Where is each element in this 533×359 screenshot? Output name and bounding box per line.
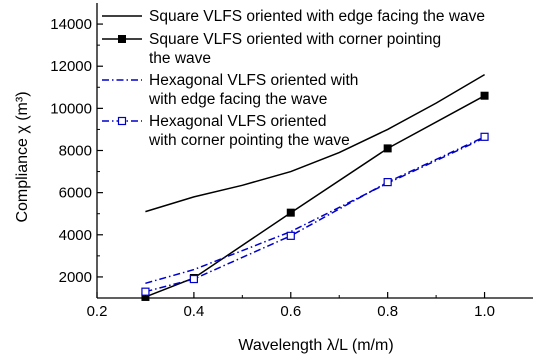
y-tick-label: 6000 [59, 185, 92, 202]
x-tick-label: 0.8 [377, 303, 398, 320]
legend-entry-4: Hexagonal VLFS oriented with corner point… [102, 113, 350, 149]
legend-label: Hexagonal VLFS oriented with [149, 72, 358, 89]
y-tick-label: 10000 [50, 100, 92, 117]
legend-label: with edge facing the wave [148, 91, 327, 108]
series-4-line [145, 136, 485, 293]
series-2-point [286, 208, 295, 217]
x-tick-label: 0.2 [87, 303, 108, 320]
y-tick-label: 14000 [50, 16, 92, 33]
series-1-line [145, 73, 485, 213]
x-axis-title: Wavelength λ/L (m/m) [238, 337, 393, 354]
y-tick-label: 8000 [59, 143, 92, 160]
series-3-line [145, 137, 485, 285]
series-4-point [383, 178, 392, 187]
legend-entry-2: Square VLFS oriented with corner pointin… [102, 31, 441, 67]
legend-label: Hexagonal VLFS oriented [149, 113, 327, 130]
axes: 0.2 0.4 0.6 0.8 1.0 2000 4000 6000 8000 10000 1200… [50, 3, 533, 320]
y-tick-label: 12000 [50, 58, 92, 75]
legend-entry-3: Hexagonal VLFS oriented with with edge fa… [102, 72, 358, 108]
series-4-point [189, 274, 198, 284]
x-tick-label: 0.6 [280, 303, 301, 320]
y-tick-label: 4000 [59, 227, 92, 244]
y-tick-label: 2000 [59, 269, 92, 286]
series-4-point [141, 287, 150, 296]
legend: Square VLFS oriented with edge facing th… [102, 8, 485, 149]
x-tick-label: 0.4 [183, 303, 204, 320]
series-4-point [286, 231, 295, 240]
x-tick-label: 1.0 [474, 303, 495, 320]
legend-swatch-marker [117, 116, 127, 126]
legend-label: Square VLFS oriented with corner pointin… [149, 31, 441, 48]
y-axis-title: Compliance χ (m³) [14, 91, 31, 222]
series-4 [141, 132, 489, 296]
legend-label: with corner pointing the wave [148, 132, 350, 149]
series-2-point [480, 91, 489, 100]
legend-swatch-marker [118, 35, 126, 43]
legend-label: Square VLFS oriented with edge facing th… [149, 8, 485, 25]
legend-label: the wave [149, 50, 211, 67]
series-2-point [383, 144, 392, 153]
series-1 [145, 73, 485, 213]
legend-entry-1: Square VLFS oriented with edge facing th… [102, 8, 485, 25]
series-4-point [480, 132, 489, 141]
plot-area [141, 73, 489, 301]
series-3 [145, 137, 485, 285]
